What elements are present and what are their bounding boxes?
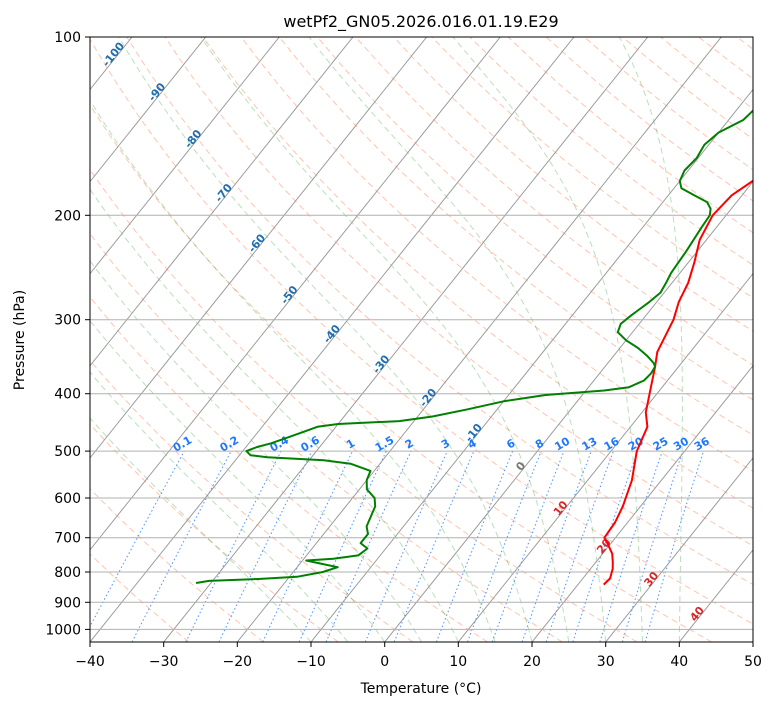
- moist-adiabat-line: [90, 260, 422, 642]
- mixing-ratio-line: [621, 450, 684, 642]
- dry-adiabat-line: [355, 37, 753, 366]
- y-tick-label: 900: [54, 595, 81, 611]
- mixing-ratio-line: [185, 450, 282, 642]
- y-tick-label: 1000: [45, 622, 81, 638]
- y-tick-label: 700: [54, 531, 81, 547]
- dry-adiabat-line: [202, 37, 753, 509]
- isotherm-line: [531, 364, 753, 642]
- x-tick-label: 30: [597, 654, 615, 670]
- dry-adiabat-line: [90, 38, 753, 625]
- moist-adiabat-line: [118, 37, 533, 642]
- x-axis-ticks: −40 −30 −20 −10 0 10 20 30 40 50: [75, 642, 762, 670]
- profile-series: [195, 109, 753, 586]
- mixing-ratio-line: [467, 450, 542, 642]
- isotherm-line: [163, 37, 649, 642]
- dry-adiabat-line: [90, 296, 488, 642]
- y-tick-label: 500: [54, 444, 81, 460]
- isotherm-line: [90, 37, 428, 459]
- dry-adiabat-line: [393, 37, 753, 332]
- plot-frame: [89, 36, 754, 643]
- x-tick-label: 20: [523, 654, 541, 670]
- moist-adiabat-line: [200, 37, 570, 642]
- x-tick-label: 50: [744, 654, 762, 670]
- x-tick-label: −10: [296, 654, 326, 670]
- y-tick-label: 200: [54, 208, 81, 224]
- x-tick-label: −30: [149, 654, 179, 670]
- x-axis-label: Temperature (°C): [360, 681, 482, 697]
- x-tick-label: −20: [223, 654, 253, 670]
- x-tick-label: 10: [449, 654, 467, 670]
- y-tick-label: 300: [54, 313, 81, 329]
- mixing-ratio-line: [325, 450, 412, 642]
- moist-adiabat-line: [452, 37, 643, 642]
- dry-adiabat-line: [317, 37, 753, 401]
- isotherm-line: [90, 37, 575, 642]
- mixing-ratio-line: [491, 450, 565, 642]
- y-axis-label: Pressure (hPa): [12, 290, 28, 390]
- pressure-gridlines: [90, 37, 753, 630]
- dry-adiabat-line: [90, 168, 638, 642]
- isotherm-line: [310, 88, 753, 642]
- mixing-ratio-line: [435, 450, 514, 642]
- dry-adiabat-line: [90, 423, 339, 642]
- isotherm-line: [90, 37, 280, 275]
- dewpoint-profile-line: [195, 109, 753, 584]
- dry-adiabat-line: [90, 553, 190, 642]
- y-tick-label: 400: [54, 387, 81, 403]
- y-tick-label: 600: [54, 491, 81, 507]
- isotherm-line: [605, 457, 753, 642]
- mixing-ratio-line: [364, 450, 448, 642]
- mixing-ratio-line: [572, 450, 639, 642]
- dry-adiabat-line: [90, 104, 712, 642]
- mixing-ratio-line: [90, 450, 185, 628]
- isotherm-line: [90, 37, 207, 183]
- dry-adiabat-line: [278, 37, 753, 436]
- isotherm-line: [90, 37, 501, 551]
- mixing-ratio-line: [521, 450, 592, 642]
- x-tick-label: −40: [75, 654, 105, 670]
- mixing-ratio-line: [599, 450, 663, 642]
- moist-adiabat-line: [90, 99, 496, 642]
- dry-adiabat-line: [126, 37, 753, 586]
- moist-adiabat-line: [618, 37, 683, 642]
- moist-adiabat-line: [308, 37, 607, 642]
- isotherm-line: [90, 37, 354, 367]
- y-tick-label: 800: [54, 565, 81, 581]
- dry-adiabat-line: [164, 37, 753, 547]
- x-tick-label: 0: [380, 654, 389, 670]
- isotherm-line: [457, 272, 753, 642]
- moist-adiabat-line: [90, 320, 386, 642]
- temperature-profile-line: [603, 179, 753, 586]
- moist-adiabat-line: [90, 188, 459, 642]
- x-tick-label: 40: [670, 654, 688, 670]
- dry-adiabat-line: [90, 232, 563, 642]
- isotherm-line: [236, 37, 722, 642]
- y-axis-ticks: 100 200 300 400 500 600 700 800 900 1000: [45, 30, 90, 638]
- y-tick-label: 100: [54, 30, 81, 46]
- moist-adiabat-line: [90, 371, 349, 642]
- plot-area: 0.1 0.2 0.4 0.6 1 1.5 2 3 4 6 8 10 13 16 20 25 30 36-100-…: [90, 37, 753, 642]
- chart-title: wetPf2_GN05.2026.016.01.19.E29: [283, 12, 558, 32]
- mixing-ratio-line: [545, 450, 614, 642]
